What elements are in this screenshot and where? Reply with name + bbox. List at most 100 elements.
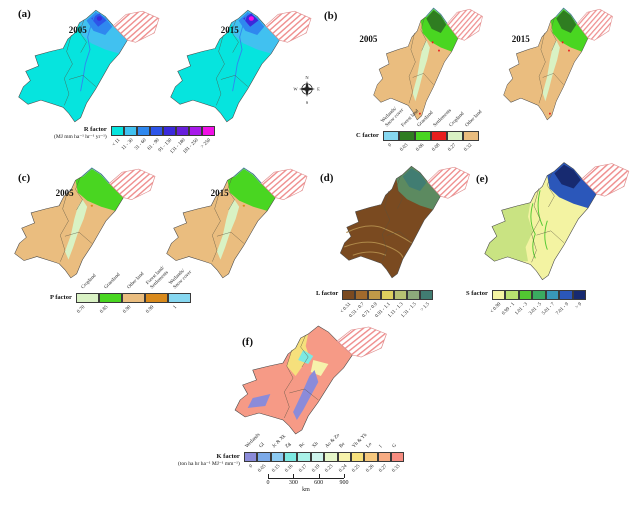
legend-class-label: > 250 — [200, 138, 213, 150]
legend-swatch — [257, 452, 271, 462]
legend-swatch — [188, 126, 202, 136]
legend-class-label: 7.01 - 9 — [555, 302, 570, 317]
year-label: 2015 — [220, 24, 239, 35]
legend-category-label: Zg — [285, 441, 293, 450]
legend-category-label: Lo — [365, 441, 373, 450]
legend-swatch — [446, 131, 463, 141]
scale-bar-numbers: 0 300 600 900 — [267, 479, 349, 487]
legend-swatch — [110, 126, 124, 136]
legend-value-label: 0.33 — [391, 464, 402, 474]
legend-class-cell: Wetlands 0 — [243, 433, 261, 469]
legend-class-cell: 1.01 - 3 — [515, 290, 533, 316]
legend-value-label: 1 — [173, 305, 179, 311]
legend-class-cell: Rc 0.17 — [297, 442, 311, 474]
legend-class-cell: 0.99 - 1 — [501, 290, 519, 316]
legend-swatch — [144, 293, 168, 303]
legend-swatch — [167, 293, 191, 303]
legend-units: (MJ mm ha⁻¹ hr⁻¹ yr⁻¹) — [54, 134, 107, 141]
legend-value-label: 0.90 — [122, 305, 133, 315]
legend-swatch — [310, 452, 325, 462]
map-s-factor — [480, 156, 636, 284]
year-label: 2005 — [68, 24, 87, 35]
legend-title: P factor — [50, 294, 72, 301]
legend-swatch — [398, 131, 415, 141]
legend-p-factor: P factor Cropland 0.70 Grassland 0.85 Ot… — [50, 257, 193, 315]
legend-value-label: 0.15 — [271, 464, 282, 474]
panel-label-e: (e) — [476, 173, 489, 185]
legend-swatch — [381, 290, 395, 300]
map-p-factor-2005: 2005 — [10, 162, 162, 282]
legend-colorbar: < 0.99 0.99 - 1 1.01 - 3 3.01 - 5 5.01 -… — [490, 290, 587, 316]
scale-number: 300 — [288, 480, 298, 486]
legend-category-label: Forest land/ Settlements — [145, 265, 170, 291]
legend-class-cell: Forest land 0.03 — [398, 109, 420, 153]
legend-swatch — [123, 126, 137, 136]
legend-class-cell: Cropland 0.27 — [446, 112, 466, 153]
map-k-factor — [230, 320, 394, 438]
legend-colorbar: Cropland 0.70 Grassland 0.85 Other land … — [75, 266, 193, 315]
legend-colorbar: Wetlands/ Snow cover 0 Forest land 0.03 … — [381, 106, 484, 153]
map-c-factor-2015: 2015 — [500, 2, 618, 124]
legend-swatch — [175, 126, 189, 136]
legend-swatch — [532, 290, 546, 300]
legend-class-cell: > 1.5 — [420, 290, 434, 313]
legend-class-cell: 61 - 90 — [147, 126, 163, 152]
legend-class-label: 31 - 60 — [133, 138, 148, 152]
legend-class-cell: Yh & Yk 0.25 — [350, 433, 369, 474]
legend-value-label: 0.99 — [145, 305, 156, 315]
legend-class-cell: 0.71 - 0.9 — [362, 290, 382, 319]
panel-label-b: (b) — [324, 10, 338, 22]
legend-title: R factor (MJ mm ha⁻¹ hr⁻¹ yr⁻¹) — [54, 126, 107, 141]
scale-tick — [293, 474, 295, 478]
legend-colorbar: < 0.51 0.51 - 0.7 0.71 - 0.9 0.91 - 1.1 … — [340, 290, 434, 319]
panel-label-d: (d) — [320, 172, 334, 184]
legend-class-cell: Other land 0.32 — [462, 110, 484, 153]
compass-w: W — [293, 87, 298, 92]
legend-value-label: 0.27 — [378, 464, 389, 474]
compass-s: S — [306, 100, 309, 105]
legend-value-label: 0.23 — [324, 464, 335, 474]
map-r-factor-2005: 2005 — [14, 4, 166, 126]
legend-swatch — [420, 290, 434, 300]
scale-tick — [268, 474, 269, 478]
legend-class-cell: Grassland 0.85 — [98, 273, 122, 315]
legend-value-label: 0.05 — [257, 464, 268, 474]
legend-swatch — [136, 126, 150, 136]
legend-class-cell: 1.11 - 1.3 — [388, 290, 408, 319]
panel-label-a: (a) — [18, 8, 31, 20]
legend-c-factor: C factor Wetlands/ Snow cover 0 Forest l… — [356, 95, 484, 153]
legend-category-label: Wetlands/ Snow cover — [168, 268, 194, 291]
legend-category-label: Gl — [258, 442, 266, 450]
legend-class-cell: 31 - 60 — [134, 126, 150, 152]
legend-value-label: 0 — [249, 464, 255, 470]
legend-class-label: > 9 — [575, 302, 584, 311]
compass-n: N — [305, 75, 309, 80]
legend-class-cell: 131 - 180 — [169, 126, 189, 155]
legend-swatch — [75, 293, 99, 303]
legend-swatch — [414, 131, 431, 141]
legend-swatch — [337, 452, 351, 462]
scale-bar: 0 300 600 900 km — [267, 474, 349, 493]
legend-swatch — [430, 131, 447, 141]
legend-class-cell: Lo 0.26 — [364, 442, 378, 474]
legend-class-cell: < 11 — [110, 126, 124, 148]
legend-value-label: 0.85 — [99, 305, 110, 315]
year-label: 2015 — [511, 33, 530, 44]
legend-class-cell: 91 - 130 — [158, 126, 176, 153]
legend-class-cell: Be 0.24 — [337, 442, 351, 474]
year-label: 2015 — [210, 188, 229, 199]
compass-e: E — [317, 87, 320, 92]
legend-category-label: Grassland — [103, 272, 122, 291]
legend-category-label: G — [392, 443, 399, 450]
legend-s-factor: S factor < 0.99 0.99 - 1 1.01 - 3 3.01 -… — [466, 290, 587, 316]
legend-swatch — [121, 293, 145, 303]
legend-value-label: 0.06 — [415, 143, 426, 153]
legend-swatch — [149, 126, 163, 136]
legend-value-label: 0.08 — [431, 143, 442, 153]
legend-l-factor: L factor < 0.51 0.51 - 0.7 0.71 - 0.9 0.… — [316, 290, 434, 319]
legend-swatch — [491, 290, 506, 300]
panel-label-c: (c) — [18, 172, 31, 184]
legend-class-cell: Wetlands/ Snow cover 0 — [381, 106, 406, 148]
legend-title: L factor — [316, 290, 339, 297]
